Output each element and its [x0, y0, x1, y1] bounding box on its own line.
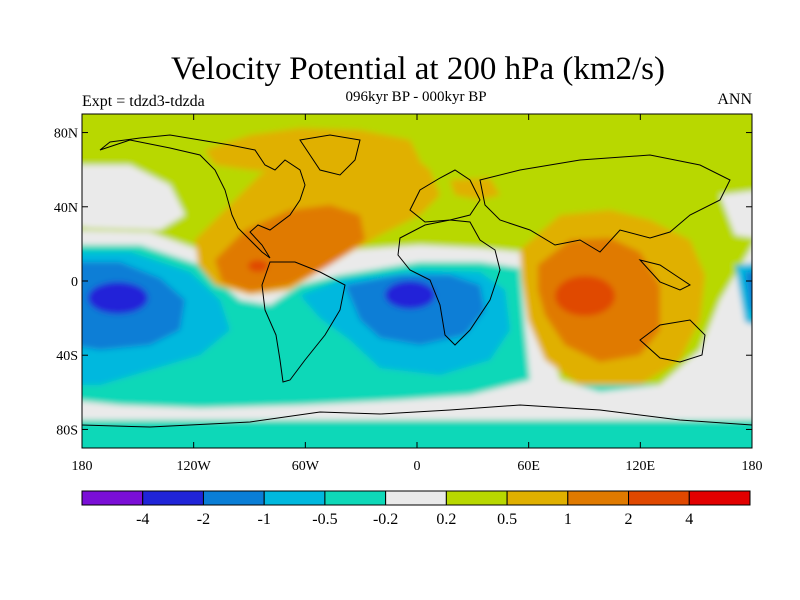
season-label: ANN [717, 91, 752, 108]
lat-tick-label: 40S [56, 349, 78, 364]
chart-title: Velocity Potential at 200 hPa (km2/s) [170, 51, 666, 87]
colorbar-label: 2 [625, 511, 633, 528]
field-pacific-darkblue [88, 282, 148, 314]
field-neutral-namerica [82, 165, 185, 230]
lat-tick-label: 80N [54, 127, 78, 142]
lat-tick-label: 0 [71, 275, 78, 290]
lon-tick-label: 120W [177, 459, 212, 474]
colorbar-label: -1 [258, 511, 271, 528]
field-america-red [248, 260, 268, 272]
colorbar-label: 4 [685, 511, 693, 528]
coast-australia [639, 319, 706, 363]
colorbar-swatch [506, 490, 569, 506]
colorbar-label: -4 [136, 511, 149, 528]
colorbar-label: 1 [564, 511, 572, 528]
colorbar-swatch [142, 490, 204, 506]
coast-north-america [99, 134, 306, 259]
coast-africa [397, 219, 501, 346]
colorbar-swatch [324, 490, 387, 506]
colorbar-swatch [263, 490, 326, 506]
colorbar-label: -2 [197, 511, 210, 528]
colorbar-swatch [202, 490, 265, 506]
colorbar-swatch [445, 490, 508, 506]
coast-greenland [299, 134, 361, 176]
contour-field [82, 114, 752, 448]
coast-south-america [261, 261, 346, 383]
coast-maritime [638, 259, 691, 291]
chart-subtitle: 096kyr BP - 000kyr BP [345, 89, 487, 105]
field-atlantic-darkblue [385, 281, 435, 309]
colorbar: -4 -2 -1 -0.5 -0.2 0.2 0.5 1 2 4 [81, 490, 751, 528]
colorbar-label: 0.5 [497, 511, 517, 528]
lon-tick-label: 120E [626, 459, 656, 474]
colorbar-label: -0.5 [312, 511, 337, 528]
experiment-label: Expt = tdzd3-tdzda [82, 93, 205, 110]
colorbar-swatch [385, 490, 447, 506]
coast-asia [479, 154, 731, 253]
axis-ticks: 180 120W 60W 0 60E 120E 180 80N 40N 0 40S 80S [54, 114, 763, 474]
colorbar-swatch [81, 490, 144, 506]
lat-tick-label: 80S [56, 423, 78, 438]
colorbar-label: -0.2 [373, 511, 398, 528]
coast-antarctica [82, 404, 752, 428]
coastlines [82, 134, 752, 428]
lon-tick-label: 180 [72, 459, 93, 474]
lon-tick-label: 180 [742, 459, 763, 474]
lon-tick-label: 60W [292, 459, 320, 474]
lon-tick-label: 0 [414, 459, 421, 474]
colorbar-swatch [567, 490, 630, 506]
colorbar-swatch [628, 490, 690, 506]
lat-tick-label: 40N [54, 201, 78, 216]
field-arctic-yellow [205, 128, 420, 175]
lon-tick-label: 60E [517, 459, 540, 474]
coast-europe [409, 169, 481, 223]
colorbar-label: 0.2 [436, 511, 456, 528]
field-indian-red [555, 276, 615, 316]
field-neutral-pacific [720, 191, 752, 238]
colorbar-swatch [688, 490, 751, 506]
field-atlantic-blue [345, 275, 485, 345]
